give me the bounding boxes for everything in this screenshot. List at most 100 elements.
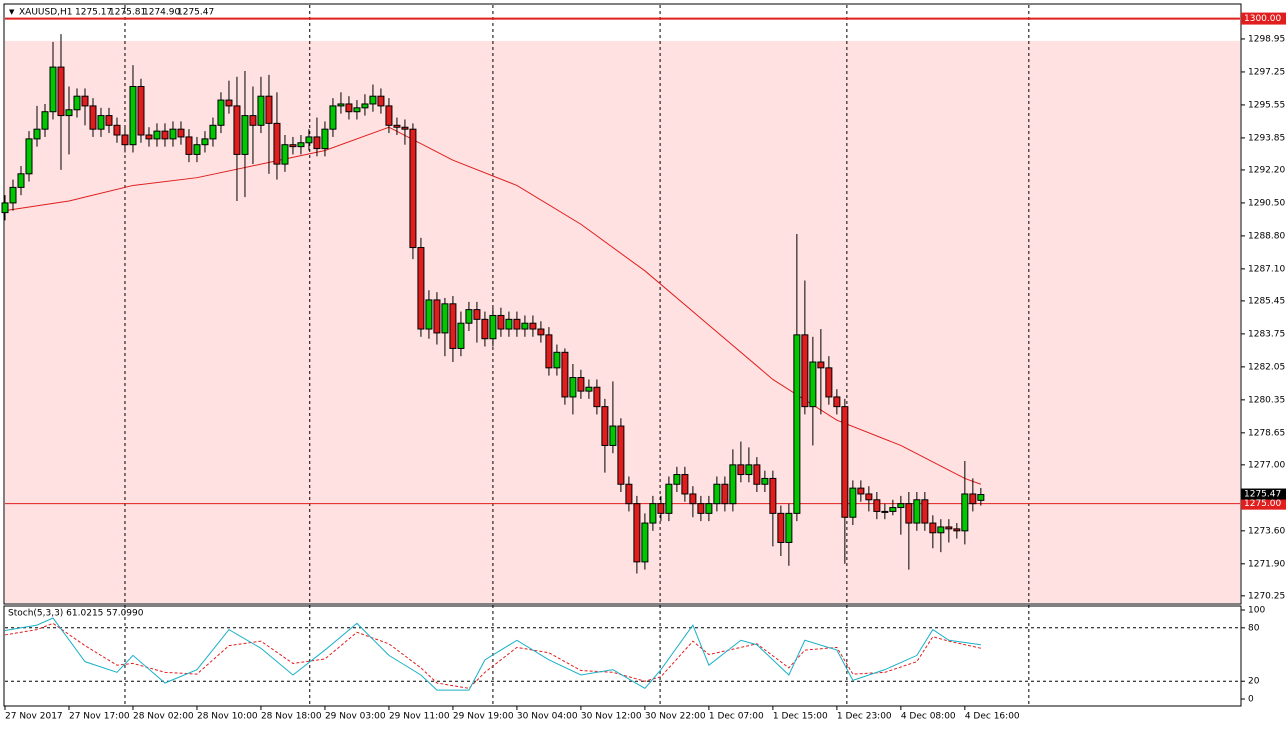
candle-body xyxy=(377,95,385,107)
candle-body xyxy=(105,115,113,126)
current-price-label: 1275.47 xyxy=(1244,490,1281,500)
candle-body xyxy=(321,128,329,150)
candle-body xyxy=(601,406,609,446)
candle-body xyxy=(329,105,337,130)
x-tick-label: 30 Nov 12:00 xyxy=(581,712,642,722)
candle-body xyxy=(945,526,953,530)
y-tick-label: 1292.20 xyxy=(1248,165,1285,175)
price-tag xyxy=(1241,497,1286,510)
moving-average xyxy=(4,126,982,485)
candle-body xyxy=(457,322,465,349)
candle-body xyxy=(929,522,937,534)
candle-body xyxy=(489,314,497,340)
candle-body xyxy=(89,105,97,130)
y-tick-label: 1273.60 xyxy=(1248,526,1285,536)
y-tick-label: 1280.35 xyxy=(1248,395,1285,405)
candle-body xyxy=(417,247,425,330)
candle-body xyxy=(409,128,417,249)
candle-body xyxy=(441,303,449,334)
candle-body xyxy=(353,107,361,113)
candle-body xyxy=(617,425,625,485)
x-tick-label: 28 Nov 02:00 xyxy=(133,712,194,722)
stoch-legend: Stoch(5,3,3) 61.0215 57.0990 xyxy=(8,609,144,619)
candle-body xyxy=(873,499,881,512)
candle-body xyxy=(921,499,929,524)
y-tick-label: 1271.90 xyxy=(1248,559,1285,569)
candle-body xyxy=(737,464,745,476)
x-tick-label: 28 Nov 10:00 xyxy=(197,712,258,722)
candle-body xyxy=(529,322,537,330)
candle-body xyxy=(401,126,409,130)
candle-body xyxy=(65,109,73,117)
stoch-signal xyxy=(4,622,981,689)
candle-body xyxy=(849,487,857,518)
y-tick-label: 1297.25 xyxy=(1248,67,1285,77)
candle-body xyxy=(777,512,785,543)
price-tag-label: 1300.00 xyxy=(1244,14,1281,24)
candle-body xyxy=(889,507,897,512)
candle-body xyxy=(905,503,913,524)
candle-body xyxy=(857,487,865,495)
candle-body xyxy=(545,334,553,369)
candle-body xyxy=(281,144,289,165)
candle-body xyxy=(233,105,241,155)
candle-body xyxy=(225,99,233,107)
x-tick-label: 27 Nov 2017 xyxy=(5,712,63,722)
candle-body xyxy=(969,493,977,505)
candle-body xyxy=(913,499,921,524)
x-tick-label: 1 Dec 07:00 xyxy=(709,712,764,722)
x-tick-label: 30 Nov 04:00 xyxy=(517,712,578,722)
candle-body xyxy=(721,483,729,505)
candle-body xyxy=(481,318,489,340)
candle-body xyxy=(73,95,81,111)
candle-body xyxy=(369,95,377,105)
candle-body xyxy=(497,314,505,330)
candle-body xyxy=(81,95,89,107)
candle-body xyxy=(961,493,969,532)
x-tick-label: 28 Nov 18:00 xyxy=(261,712,322,722)
candle-body xyxy=(881,510,889,513)
y-tick-label: 1295.55 xyxy=(1248,100,1285,110)
candle-body xyxy=(521,322,529,330)
candle-body xyxy=(577,377,585,392)
main-frame xyxy=(3,3,1242,605)
candle-body xyxy=(473,309,481,320)
x-tick-label: 1 Dec 15:00 xyxy=(773,712,828,722)
x-tick-label: 27 Nov 17:00 xyxy=(69,712,130,722)
x-tick-label: 4 Dec 08:00 xyxy=(901,712,956,722)
collapse-icon[interactable]: ▼ xyxy=(9,8,15,16)
header-value: 1275.47 xyxy=(177,8,214,18)
candle-body xyxy=(537,328,545,336)
stoch-tick-label: 100 xyxy=(1248,606,1265,616)
y-tick-label: 1298.95 xyxy=(1248,34,1285,44)
candle-body xyxy=(705,503,713,514)
candle-body xyxy=(97,115,105,130)
candle-body xyxy=(393,124,401,128)
candle-body xyxy=(769,477,777,514)
candle-body xyxy=(569,377,577,398)
candle-body xyxy=(785,512,793,543)
candle-body xyxy=(297,142,305,148)
candle-body xyxy=(177,128,185,138)
candle-body xyxy=(385,105,393,126)
candle-body xyxy=(113,124,121,136)
candle-body xyxy=(185,136,193,155)
candle-body xyxy=(593,386,601,408)
candle-body xyxy=(241,115,249,155)
candle-body xyxy=(761,477,769,485)
candle-body xyxy=(681,474,689,495)
candle-body xyxy=(665,483,673,514)
price-zone xyxy=(5,40,1240,604)
candle-body xyxy=(505,318,513,330)
candle-body xyxy=(753,464,761,485)
candle-body xyxy=(633,503,641,563)
candle-body xyxy=(153,130,161,140)
candle-body xyxy=(337,103,345,107)
candle-body xyxy=(449,303,457,349)
header-value: 1275.17 xyxy=(75,8,112,18)
candle-body xyxy=(673,474,681,485)
candle-body xyxy=(713,483,721,505)
candle-body xyxy=(561,351,569,398)
chart-title: XAUUSD,H1 xyxy=(19,8,73,18)
